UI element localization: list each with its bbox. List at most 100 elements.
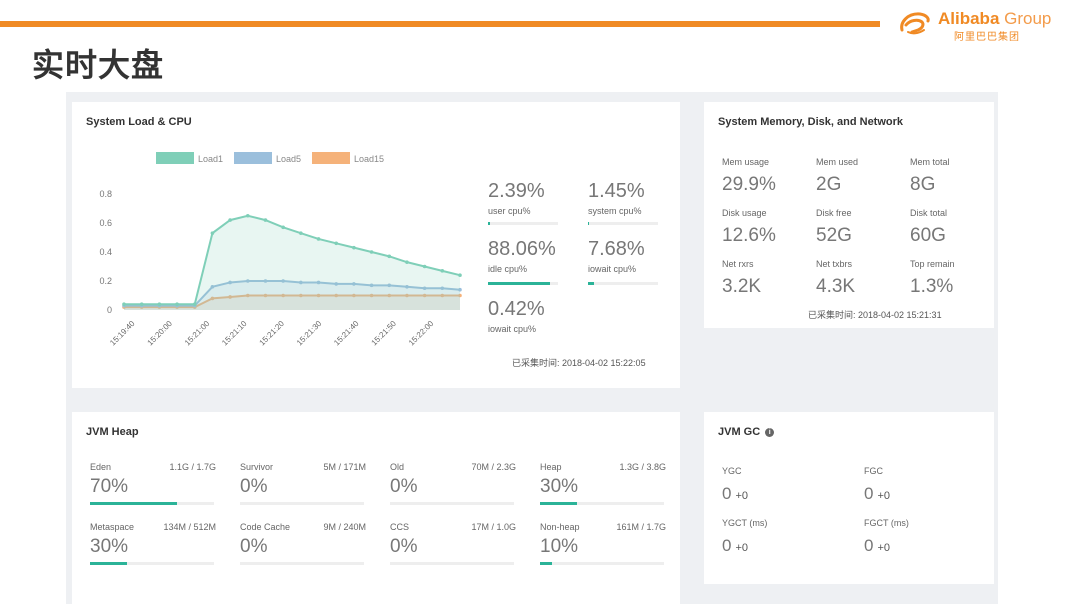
heap-item-label: Heap [540,462,562,472]
brand-logo: Alibaba Group 阿里巴巴集团 [898,6,1073,43]
series-point-load5 [387,283,392,288]
series-point-load1 [458,273,462,277]
stat-iowait-cpu-label: iowait cpu% [588,264,637,274]
series-point-load1 [440,269,445,273]
x-tick-label: 15:19:40 [108,319,137,348]
series-point-load1 [210,231,215,235]
series-point-load15 [245,293,250,298]
ygct-delta: +0 [735,542,749,554]
series-point-load1 [352,245,356,250]
mem-used-label: Mem used [816,157,859,167]
series-point-load5 [316,280,321,285]
stat-system-cpu-label: system cpu% [588,206,642,216]
load-cpu-card: System Load & CPU Load1 Load5 Load15 0.8 0.6… [72,102,680,388]
alibaba-logo-icon [900,12,930,35]
stat-system-cpu-track [588,222,658,225]
disk-usage-label: Disk usage [722,208,767,218]
memory-card: System Memory, Disk, and Network Mem usa… [704,102,994,328]
ygct-value-row: 0 +0 [722,536,748,556]
series-point-load15 [387,293,392,298]
heap-item-value: 30% [540,476,579,497]
load-chart: Load1 Load5 Load15 0.8 0.6 0.4 0.2 0 15:19:40 15:… [99,152,462,348]
heap-item-label: Eden [90,462,112,472]
info-icon[interactable]: i [765,427,775,437]
fgc-label: FGC [864,466,883,476]
mem-used-value: 2G [816,174,842,195]
heap-item-size: 9M / 240M [323,522,366,532]
x-tick-label: 15:21:30 [295,319,324,348]
brand-cn: 阿里巴巴集团 [954,32,1020,43]
x-tick-label: 15:21:50 [370,319,399,348]
series-point-load1 [422,264,427,269]
fgct-value: 0 [864,536,874,555]
fgct-label: FGCT (ms) [864,518,909,528]
series-point-load1 [228,218,232,222]
heap-item-value: 0% [390,536,418,557]
stat-iowait2-cpu-value: 0.42% [488,298,545,320]
disk-usage-value: 12.6% [722,225,776,246]
legend-swatch [312,152,350,164]
heap-item-size: 1.3G / 3.8G [619,462,666,472]
legend-label: Load15 [354,154,384,164]
y-tick-label: 0.6 [99,218,112,228]
series-point-load1 [139,302,144,306]
jvm-gc-card: JVM GC i YGC 0 +0 FGC 0 +0 YGCT (ms) 0 +0 F… [704,412,994,584]
mem-usage-label: Mem usage [722,157,770,167]
y-tick-label: 0.4 [99,247,112,257]
series-point-load15 [281,293,285,298]
fgct-value-row: 0 +0 [864,536,890,556]
stat-user-cpu-track [488,222,558,225]
series-point-load15 [263,293,268,298]
heap-item-bar [90,502,177,505]
heap-item-track [390,502,514,505]
series-line-load5 [124,280,461,307]
series-line-load15 [124,294,460,309]
x-tick-label: 15:22:00 [407,319,436,348]
disk-free-label: Disk free [816,208,852,218]
heap-item-track [240,562,364,565]
ygct-label: YGCT (ms) [722,518,768,528]
heap-item-size: 70M / 2.3G [471,462,516,472]
heap-item-value: 0% [240,476,268,497]
heap-item-bar [540,562,552,565]
stat-system-cpu-value: 1.45% [588,180,645,202]
brand-group: Group [1004,9,1052,28]
heap-item-label: Survivor [240,462,274,472]
heap-item-value: 70% [90,476,129,497]
load-cpu-title: System Load & CPU [86,116,192,128]
series-point-load15 [405,293,409,298]
jvm-gc-title-text: JVM GC [718,426,761,438]
series-point-load5 [352,282,356,286]
series-point-load15 [210,296,215,301]
ygc-value-row: 0 +0 [722,484,748,504]
heap-item-value: 10% [540,536,579,557]
disk-total-value: 60G [910,225,946,246]
series-point-load1 [299,231,303,235]
top-remain-value: 1.3% [910,276,954,297]
heap-item-label: Old [390,462,405,472]
series-point-load15 [228,295,232,299]
stat-idle-cpu-value: 88.06% [488,238,556,260]
ygc-delta: +0 [735,490,749,502]
stat-idle-cpu-bar [488,282,550,285]
heap-item-label: CCS [390,522,410,532]
x-tick-label: 15:21:00 [183,319,212,348]
series-point-load15 [352,293,356,298]
x-tick-label: 15:21:40 [332,319,361,348]
heap-item-value: 0% [390,476,418,497]
y-tick-label: 0.2 [99,276,112,286]
series-point-load5 [458,287,462,292]
series-point-load1 [405,260,409,264]
fgc-value: 0 [864,484,874,503]
stat-iowait-cpu-bar [588,282,594,285]
series-point-load5 [281,279,285,283]
stat-iowait-cpu-value: 7.68% [588,238,645,260]
series-point-load5 [334,282,339,286]
stat-user-cpu-bar [488,222,490,225]
net-rx-value: 3.2K [722,276,762,297]
stat-system-cpu-bar [588,222,589,225]
series-point-load15 [369,293,374,298]
series-point-load5 [405,285,409,289]
series-point-load1 [122,302,126,306]
y-tick-label: 0.8 [99,189,112,199]
